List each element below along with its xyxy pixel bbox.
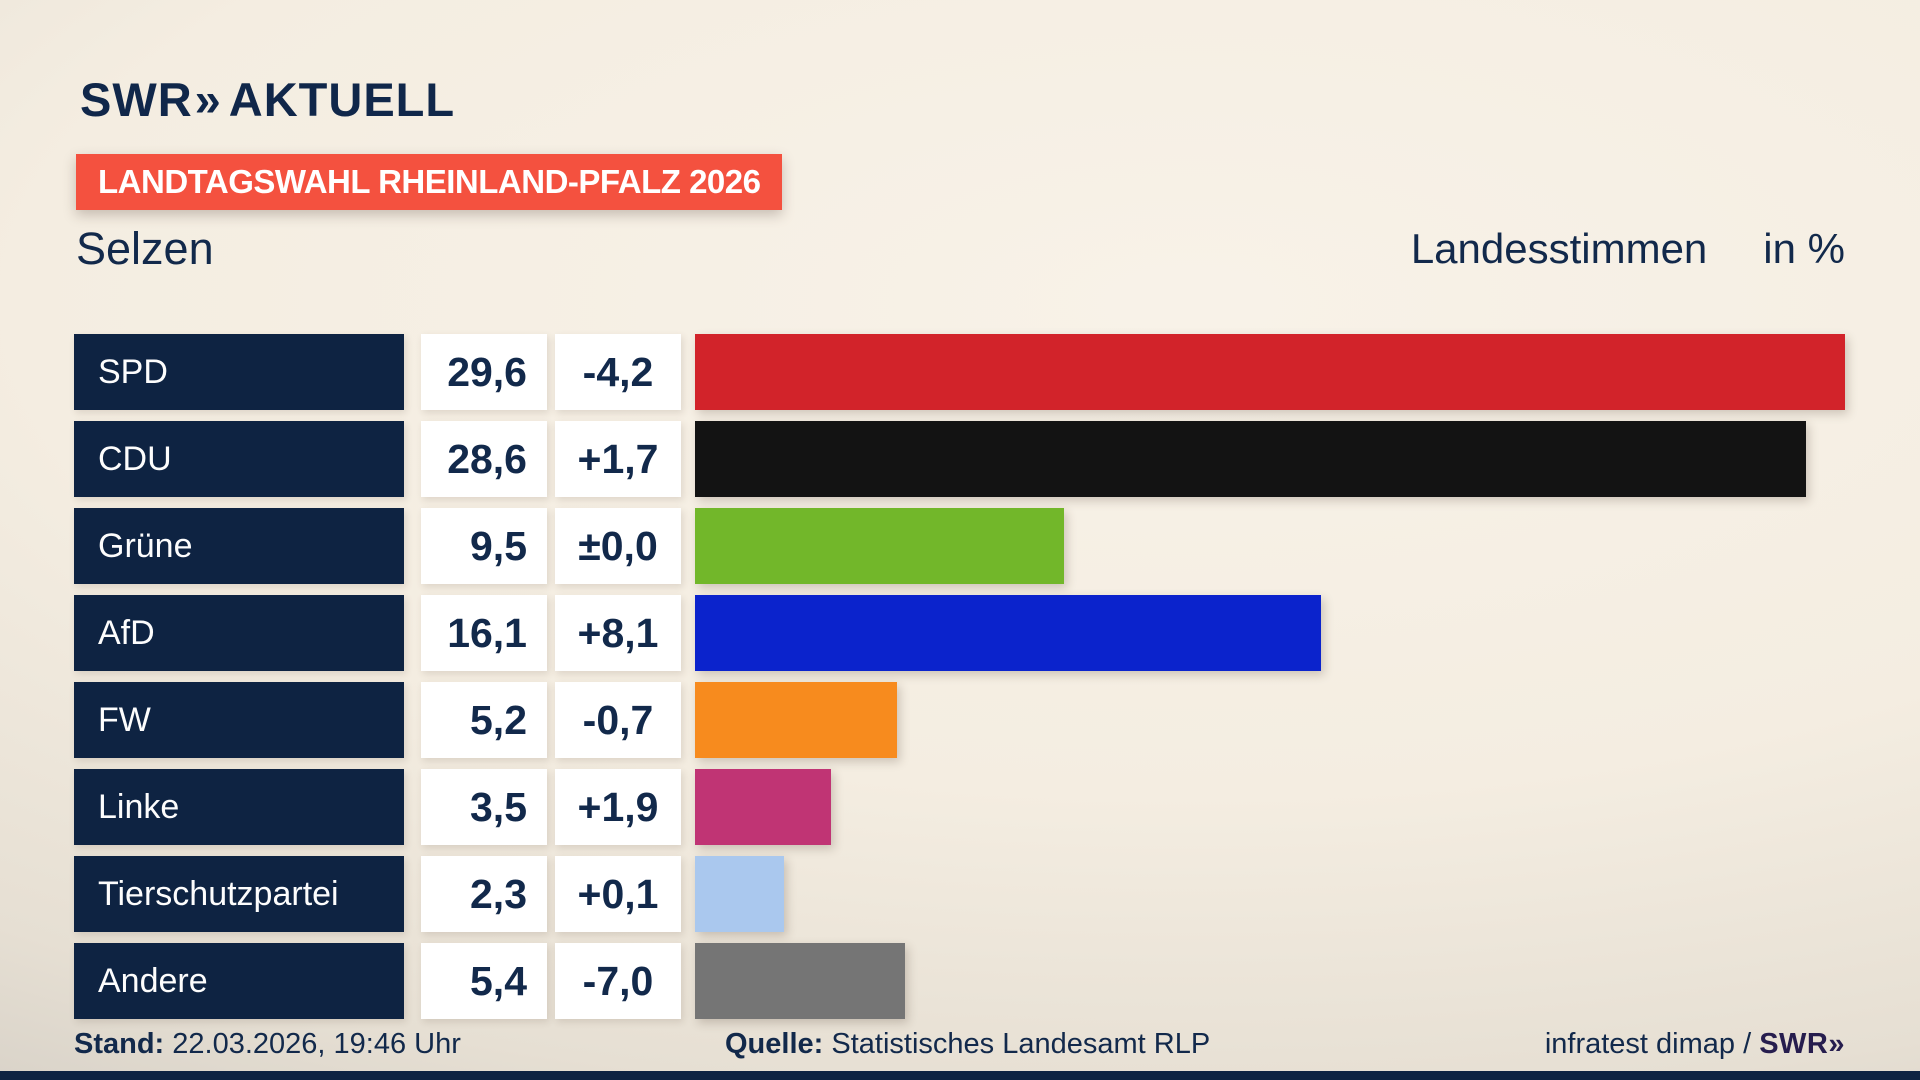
party-row: AfD 16,1 +8,1 [74, 595, 1845, 671]
logo-swr-text: SWR [80, 73, 193, 126]
stand-label: Stand: [74, 1028, 165, 1060]
municipality-title: Selzen [76, 223, 214, 274]
credit-note: infratest dimap / SWR» [1545, 1028, 1845, 1061]
source-note: Quelle: Statistisches Landesamt RLP [725, 1028, 1210, 1061]
bar-track [695, 856, 1845, 932]
party-change-value: +8,1 [555, 595, 681, 671]
party-name-label: CDU [74, 421, 404, 497]
party-name-label: Linke [74, 769, 404, 845]
party-result-value: 3,5 [421, 769, 547, 845]
bar-track [695, 421, 1845, 497]
double-chevron-icon: » [194, 73, 221, 126]
bar-track [695, 508, 1845, 584]
bar-track [695, 334, 1845, 410]
party-row: CDU 28,6 +1,7 [74, 421, 1845, 497]
measure-heading: Landesstimmen in % [1410, 225, 1845, 272]
result-bar [695, 682, 898, 758]
party-result-value: 5,4 [421, 943, 547, 1019]
bar-track [695, 595, 1845, 671]
party-result-value: 9,5 [421, 508, 547, 584]
bar-track [695, 943, 1845, 1019]
party-row: Tierschutzpartei 2,3 +0,1 [74, 856, 1845, 932]
bar-track [695, 682, 1845, 758]
result-bar [695, 856, 785, 932]
bar-track [695, 769, 1845, 845]
party-name-label: AfD [74, 595, 404, 671]
party-result-value: 29,6 [421, 334, 547, 410]
result-bar [695, 769, 831, 845]
logo-aktuell-text: AKTUELL [228, 73, 456, 126]
party-row: SPD 29,6 -4,2 [74, 334, 1845, 410]
credit-text: infratest dimap / [1544, 1028, 1760, 1060]
stand-timestamp: Stand: 22.03.2026, 19:46 Uhr [74, 1028, 461, 1061]
party-result-value: 16,1 [421, 595, 547, 671]
swr-aktuell-logo: SWR» AKTUELL [80, 72, 455, 127]
swr-brand-mark: SWR» [1759, 1028, 1845, 1060]
party-result-value: 2,3 [421, 856, 547, 932]
party-name-label: SPD [74, 334, 404, 410]
result-bar [695, 334, 1845, 410]
result-bar [695, 421, 1807, 497]
party-row: Grüne 9,5 ±0,0 [74, 508, 1845, 584]
party-change-value: -0,7 [555, 682, 681, 758]
result-bar [695, 508, 1065, 584]
party-name-label: Grüne [74, 508, 404, 584]
party-result-value: 28,6 [421, 421, 547, 497]
party-change-value: +1,9 [555, 769, 681, 845]
party-name-label: Tierschutzpartei [74, 856, 404, 932]
results-bar-chart: SPD 29,6 -4,2 CDU 28,6 +1,7 Grüne 9,5 ±0… [74, 334, 1845, 1030]
result-bar [695, 943, 905, 1019]
election-title-badge: LANDTAGSWAHL RHEINLAND-PFALZ 2026 [76, 154, 783, 210]
source-value: Statistisches Landesamt RLP [823, 1028, 1211, 1060]
result-bar [695, 595, 1321, 671]
bottom-navy-bar [0, 1071, 1920, 1080]
unit-label: in % [1763, 225, 1845, 272]
measure-label: Landesstimmen [1410, 225, 1708, 272]
source-label: Quelle: [725, 1028, 824, 1060]
stand-value: 22.03.2026, 19:46 Uhr [164, 1028, 461, 1060]
party-row: Linke 3,5 +1,9 [74, 769, 1845, 845]
party-name-label: Andere [74, 943, 404, 1019]
party-row: Andere 5,4 -7,0 [74, 943, 1845, 1019]
party-change-value: +1,7 [555, 421, 681, 497]
party-row: FW 5,2 -0,7 [74, 682, 1845, 758]
party-change-value: ±0,0 [555, 508, 681, 584]
party-result-value: 5,2 [421, 682, 547, 758]
party-name-label: FW [74, 682, 404, 758]
party-change-value: -4,2 [555, 334, 681, 410]
party-change-value: +0,1 [555, 856, 681, 932]
party-change-value: -7,0 [555, 943, 681, 1019]
